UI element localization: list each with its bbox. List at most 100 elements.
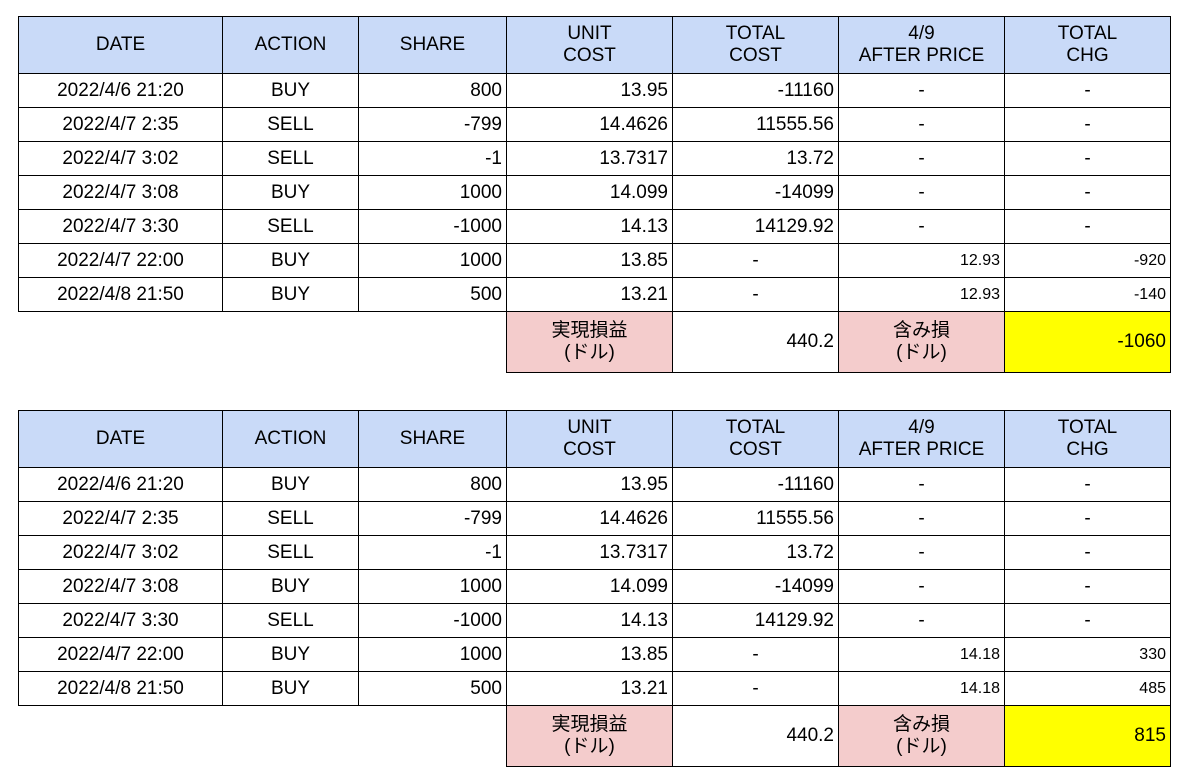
data-cell: -11160 <box>672 73 839 108</box>
data-cell: 500 <box>358 277 507 312</box>
data-cell: -140 <box>1004 277 1171 312</box>
data-cell: 14.4626 <box>506 107 673 142</box>
data-cell: 13.72 <box>672 535 839 570</box>
data-cell: - <box>838 569 1005 604</box>
blank-cell <box>19 706 507 767</box>
data-row: 2022/4/7 3:30 SELL -1000 14.13 14129.92- - <box>18 603 1171 638</box>
data-cell: 2022/4/7 3:08 <box>18 569 223 604</box>
data-cell: 14.13 <box>506 209 673 244</box>
data-cell: 13.85 <box>506 637 673 672</box>
header-cell: SHARE <box>358 410 507 468</box>
data-cell: - <box>1004 603 1171 638</box>
header-cell: DATE <box>18 410 223 468</box>
data-cell: SELL <box>222 501 359 536</box>
data-cell: 14129.92 <box>672 603 839 638</box>
data-cell: BUY <box>222 73 359 108</box>
data-cell: 500 <box>358 671 507 706</box>
unrealized-value: 815 <box>1004 705 1171 767</box>
header-cell: DATE <box>18 16 223 74</box>
data-cell: BUY <box>222 243 359 278</box>
data-cell: 2022/4/7 3:02 <box>18 141 223 176</box>
data-cell: 800 <box>358 467 507 502</box>
header-cell: SHARE <box>358 16 507 74</box>
data-cell: 13.7317 <box>506 535 673 570</box>
header-cell: ACTION <box>222 16 359 74</box>
data-cell: 330 <box>1004 637 1171 672</box>
data-cell: 14.099 <box>506 175 673 210</box>
realized-value: 440.2 <box>672 311 839 373</box>
data-cell: 13.95 <box>506 467 673 502</box>
blank-cell <box>19 312 507 373</box>
data-cell: - <box>1004 501 1171 536</box>
unrealized-label: 含み損 (ドル) <box>838 311 1005 373</box>
header-cell: ACTION <box>222 410 359 468</box>
data-cell: 1000 <box>358 175 507 210</box>
data-cell: 2022/4/7 2:35 <box>18 501 223 536</box>
data-row: 2022/4/7 22:00 BUY 1000 13.85-12.93 -920 <box>18 243 1171 278</box>
header-cell: UNIT COST <box>506 16 673 74</box>
data-row: 2022/4/7 2:35 SELL -799 14.4626 11555.56- - <box>18 501 1171 536</box>
data-table: DATE ACTION SHARE UNIT COST TOTAL COST 4/9 AF… <box>18 16 1171 373</box>
data-cell: -1 <box>358 535 507 570</box>
data-cell: - <box>672 637 839 672</box>
header-row: DATE ACTION SHARE UNIT COST TOTAL COST 4/9 AF… <box>18 16 1171 74</box>
data-cell: SELL <box>222 209 359 244</box>
header-cell: UNIT COST <box>506 410 673 468</box>
summary-row: 実現損益 (ドル) 440.2 含み損 (ドル) -1060 <box>19 311 1171 373</box>
data-cell: -920 <box>1004 243 1171 278</box>
data-cell: 2022/4/7 22:00 <box>18 243 223 278</box>
data-cell: BUY <box>222 671 359 706</box>
data-cell: 14.18 <box>838 671 1005 706</box>
data-cell: 2022/4/7 3:30 <box>18 209 223 244</box>
realized-label: 実現損益 (ドル) <box>506 705 673 767</box>
data-cell: - <box>838 73 1005 108</box>
data-cell: 2022/4/7 3:30 <box>18 603 223 638</box>
data-cell: - <box>672 671 839 706</box>
data-table: DATE ACTION SHARE UNIT COST TOTAL COST 4/9 AF… <box>18 410 1171 767</box>
data-cell: - <box>1004 569 1171 604</box>
data-cell: 14.099 <box>506 569 673 604</box>
data-cell: BUY <box>222 175 359 210</box>
data-cell: 13.85 <box>506 243 673 278</box>
data-cell: - <box>1004 535 1171 570</box>
data-cell: - <box>672 277 839 312</box>
data-cell: SELL <box>222 535 359 570</box>
data-cell: - <box>838 175 1005 210</box>
data-cell: 2022/4/6 21:20 <box>18 73 223 108</box>
data-cell: - <box>838 467 1005 502</box>
data-cell: 14.13 <box>506 603 673 638</box>
data-cell: 2022/4/6 21:20 <box>18 467 223 502</box>
data-cell: - <box>838 603 1005 638</box>
data-cell: 13.72 <box>672 141 839 176</box>
data-cell: -1000 <box>358 603 507 638</box>
data-cell: 12.93 <box>838 277 1005 312</box>
unrealized-value: -1060 <box>1004 311 1171 373</box>
data-cell: -799 <box>358 107 507 142</box>
data-cell: 2022/4/7 3:08 <box>18 175 223 210</box>
data-cell: - <box>1004 107 1171 142</box>
data-cell: -11160 <box>672 467 839 502</box>
header-cell: TOTAL CHG <box>1004 410 1171 468</box>
data-cell: - <box>838 107 1005 142</box>
data-cell: 800 <box>358 73 507 108</box>
data-cell: 12.93 <box>838 243 1005 278</box>
data-cell: - <box>1004 141 1171 176</box>
data-cell: 13.21 <box>506 671 673 706</box>
data-row: 2022/4/7 3:08 BUY 1000 14.099 -14099- - <box>18 569 1171 604</box>
data-row: 2022/4/7 3:30 SELL -1000 14.13 14129.92- - <box>18 209 1171 244</box>
data-cell: 1000 <box>358 637 507 672</box>
header-cell: 4/9 AFTER PRICE <box>838 410 1005 468</box>
data-cell: 13.21 <box>506 277 673 312</box>
data-cell: 2022/4/7 22:00 <box>18 637 223 672</box>
data-row: 2022/4/6 21:20 BUY 800 13.95 -11160- - <box>18 73 1171 108</box>
data-cell: 1000 <box>358 569 507 604</box>
data-row: 2022/4/6 21:20 BUY 800 13.95 -11160- - <box>18 467 1171 502</box>
data-cell: -14099 <box>672 569 839 604</box>
data-cell: 11555.56 <box>672 107 839 142</box>
data-row: 2022/4/7 22:00 BUY 1000 13.85-14.18 330 <box>18 637 1171 672</box>
realized-label: 実現損益 (ドル) <box>506 311 673 373</box>
data-cell: 13.95 <box>506 73 673 108</box>
data-cell: 2022/4/8 21:50 <box>18 671 223 706</box>
data-cell: BUY <box>222 637 359 672</box>
